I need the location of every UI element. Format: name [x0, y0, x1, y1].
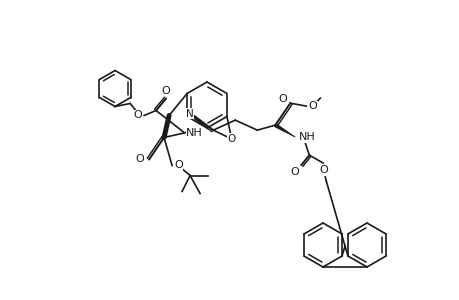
Text: O: O: [277, 94, 286, 104]
Text: O: O: [227, 134, 235, 144]
Text: N: N: [185, 109, 193, 118]
Text: O: O: [308, 101, 316, 111]
Text: O: O: [162, 85, 170, 95]
Text: NH: NH: [186, 128, 202, 137]
Text: O: O: [290, 167, 299, 177]
Polygon shape: [274, 124, 295, 137]
Text: NH: NH: [299, 132, 315, 142]
Text: O: O: [318, 165, 327, 175]
Text: O: O: [174, 160, 182, 170]
Text: O: O: [135, 154, 144, 164]
Text: O: O: [133, 110, 142, 121]
